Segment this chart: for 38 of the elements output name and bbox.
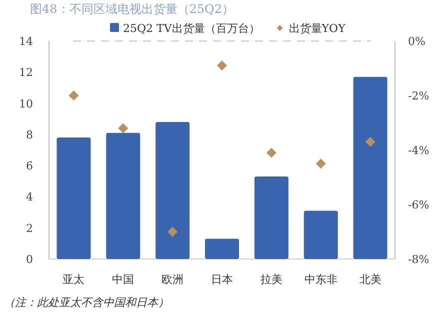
y-tick-label: 4 — [26, 190, 33, 204]
x-tick-label: 中东非 — [304, 273, 338, 286]
y-tick-label: 0 — [26, 253, 33, 266]
y-tick-label: 6 — [26, 160, 33, 173]
chart-title: 图48：不同区域电视出货量（25Q2） — [30, 2, 234, 16]
point — [316, 158, 326, 169]
y2-tick-label: -6% — [408, 198, 430, 212]
point — [68, 90, 79, 100]
x-tick-label: 中国 — [112, 273, 134, 286]
bar — [106, 132, 140, 259]
bar — [353, 76, 388, 259]
y2-tick-label: -8% — [408, 253, 430, 266]
point — [365, 136, 376, 147]
x-tick-label: 欧洲 — [162, 273, 184, 286]
y-tick-label: 10 — [19, 97, 33, 110]
x-tick-label: 亚太 — [62, 273, 85, 286]
bar — [304, 210, 338, 259]
bar — [56, 138, 91, 259]
legend-label: 出货量YOY — [288, 22, 346, 35]
x-tick-label: 北美 — [359, 273, 382, 286]
point — [118, 123, 128, 134]
y-tick-label: 12 — [19, 66, 33, 80]
y2-tick-label: 0% — [408, 35, 426, 48]
x-tick-label: 日本 — [211, 273, 233, 286]
point — [168, 226, 178, 237]
text: （注：此处亚太不含中国和日本） — [4, 296, 169, 309]
y-tick-label: 2 — [26, 222, 33, 235]
x-tick-label: 拉美 — [260, 273, 282, 286]
point — [266, 148, 276, 158]
legend-label: 25Q2 TV出货量（百万台） — [123, 22, 260, 35]
y2-tick-label: -2% — [408, 90, 430, 102]
y-tick-label: 14 — [19, 35, 33, 48]
bar — [156, 122, 190, 259]
bar — [254, 176, 288, 259]
y2-tick-label: -4% — [408, 144, 430, 157]
bar — [205, 238, 239, 259]
y-tick-label: 8 — [26, 128, 33, 142]
point — [217, 60, 227, 71]
